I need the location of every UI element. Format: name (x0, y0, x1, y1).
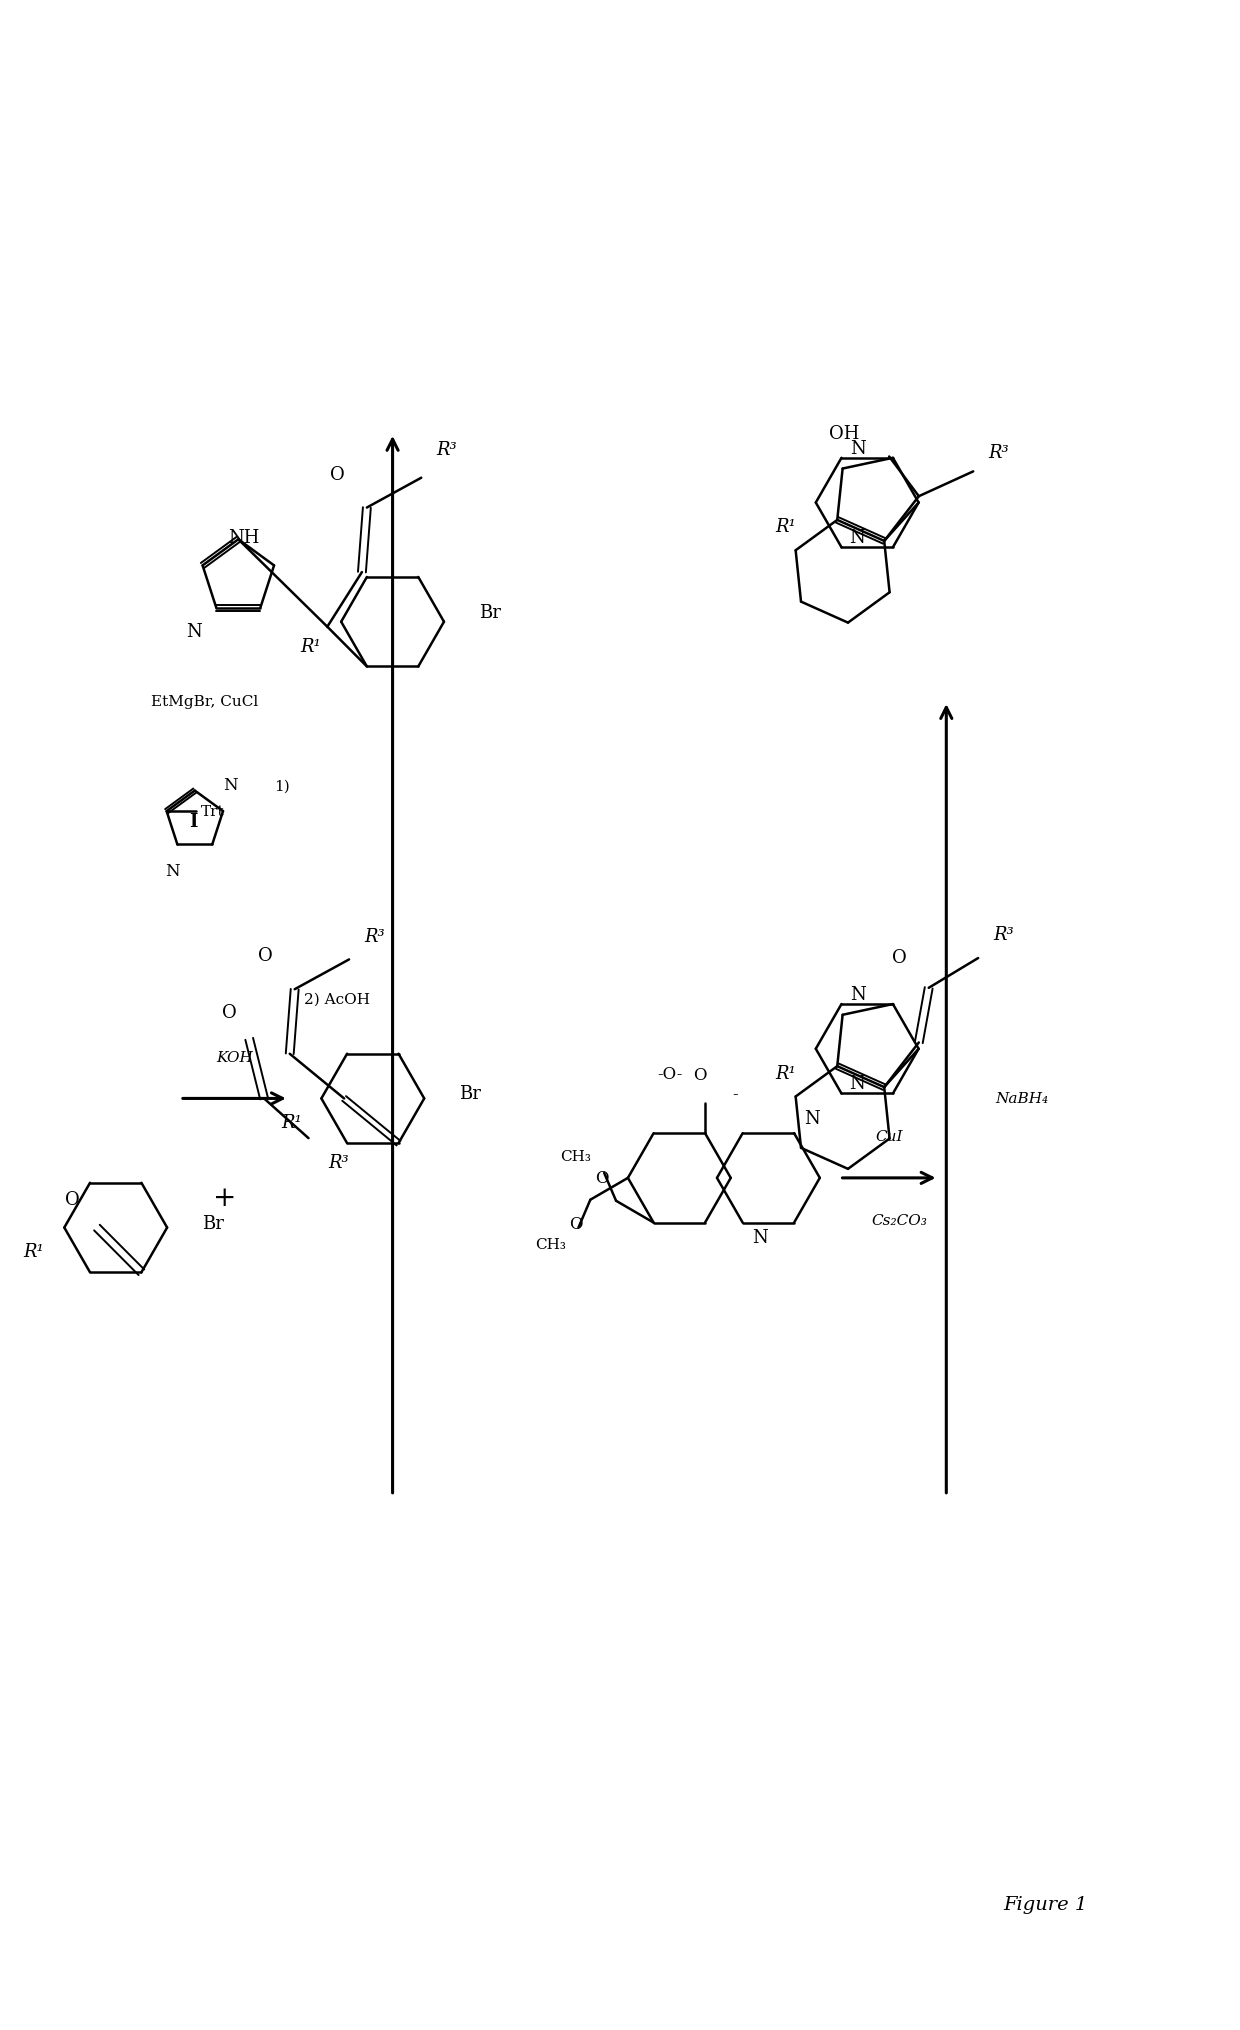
Text: N: N (849, 528, 864, 546)
Text: N: N (849, 1074, 864, 1092)
Text: Br: Br (479, 603, 501, 621)
Text: O: O (595, 1169, 608, 1186)
Text: O: O (569, 1216, 583, 1232)
Text: CH₃: CH₃ (534, 1238, 565, 1253)
Text: Br: Br (202, 1214, 223, 1232)
Text: O: O (892, 948, 906, 966)
Text: -: - (732, 1086, 738, 1102)
Text: R¹: R¹ (24, 1242, 45, 1261)
Text: O: O (693, 1068, 707, 1084)
Text: O: O (258, 946, 273, 964)
Text: O: O (64, 1190, 79, 1208)
Text: R³: R³ (363, 928, 384, 946)
Text: EtMgBr, CuCl: EtMgBr, CuCl (151, 694, 258, 708)
Text: N: N (165, 863, 180, 879)
Text: -O-: -O- (657, 1066, 683, 1082)
Text: R¹: R¹ (775, 518, 796, 536)
Text: N: N (851, 985, 867, 1003)
Text: N: N (804, 1110, 820, 1129)
Text: R¹: R¹ (775, 1064, 796, 1082)
Text: N: N (223, 777, 238, 794)
Text: Br: Br (459, 1084, 481, 1102)
Text: R¹: R¹ (280, 1114, 301, 1133)
Text: KOH: KOH (216, 1050, 253, 1064)
Text: Cs₂CO₃: Cs₂CO₃ (870, 1214, 926, 1226)
Text: N: N (851, 438, 867, 457)
Text: NaBH₄: NaBH₄ (996, 1092, 1049, 1106)
Text: N: N (186, 623, 201, 641)
Text: 1): 1) (274, 780, 290, 794)
Text: OH: OH (830, 424, 859, 443)
Text: NH: NH (228, 528, 259, 546)
Text: +: + (213, 1186, 236, 1212)
Text: R³: R³ (436, 441, 456, 459)
Text: R³: R³ (988, 445, 1009, 463)
Text: N: N (753, 1228, 769, 1246)
Text: Trt: Trt (201, 804, 224, 818)
Text: 2) AcOH: 2) AcOH (304, 993, 370, 1007)
Text: O: O (330, 465, 345, 483)
Text: R³: R³ (329, 1153, 348, 1171)
Text: O: O (222, 1003, 237, 1021)
Text: R³: R³ (993, 926, 1014, 944)
Text: R¹: R¹ (300, 637, 321, 656)
Text: CuI: CuI (875, 1129, 903, 1143)
Text: I: I (188, 812, 197, 830)
Text: Figure 1: Figure 1 (1003, 1894, 1087, 1912)
Text: CH₃: CH₃ (560, 1149, 591, 1163)
